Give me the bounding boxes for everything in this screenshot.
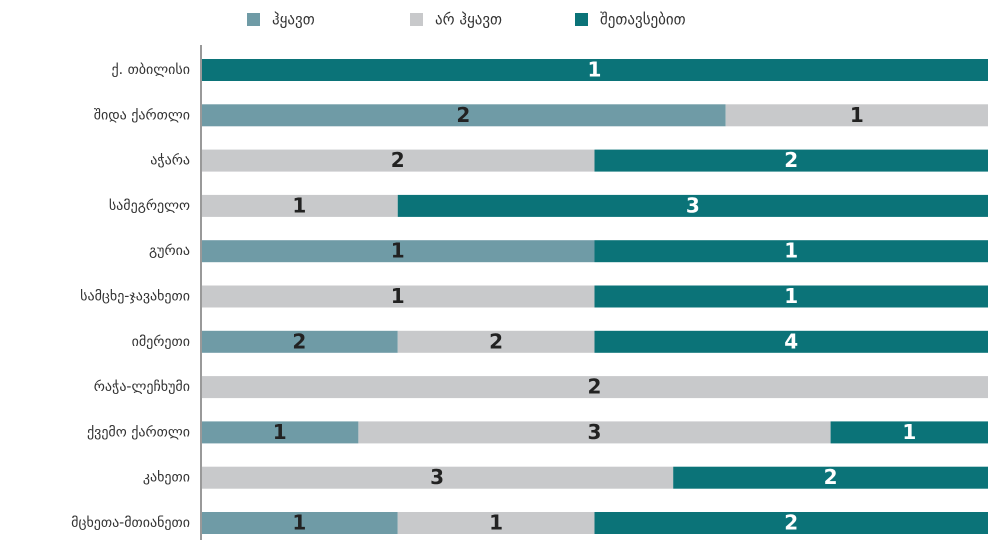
category-label: რაჭა-ლეჩხუმი bbox=[94, 378, 190, 395]
value-label: 1 bbox=[273, 420, 287, 444]
value-label: 1 bbox=[850, 103, 864, 127]
value-label: 2 bbox=[824, 465, 838, 489]
category-label: სამცხე-ჯავახეთი bbox=[80, 289, 190, 305]
value-label: 3 bbox=[430, 465, 444, 489]
bar-segment bbox=[201, 376, 988, 399]
value-label: 1 bbox=[489, 511, 503, 535]
category-label: სამეგრელო bbox=[109, 197, 190, 214]
value-label: 1 bbox=[784, 284, 798, 308]
bar-segment bbox=[725, 104, 988, 127]
legend-label: არ ჰყავთ bbox=[435, 11, 502, 29]
bar-segment bbox=[673, 466, 988, 489]
legend-swatch bbox=[410, 13, 423, 26]
value-label: 1 bbox=[784, 239, 798, 263]
legend-swatch bbox=[575, 13, 588, 26]
legend-swatch bbox=[247, 13, 260, 26]
category-label: ქვემო ქართლი bbox=[87, 423, 190, 440]
legend-label: შეთავსებით bbox=[600, 11, 686, 29]
value-label: 2 bbox=[784, 511, 798, 535]
bar-segment bbox=[594, 285, 988, 308]
bar-segment bbox=[201, 194, 398, 217]
category-label: აჭარა bbox=[150, 152, 190, 169]
bar-segment bbox=[594, 149, 988, 172]
category-label: ქ. თბილისი bbox=[112, 62, 191, 78]
category-label: შიდა ქართლი bbox=[94, 106, 190, 123]
legend-label: ჰყავთ bbox=[272, 11, 315, 29]
bar-segment bbox=[201, 104, 726, 127]
bar-segment bbox=[201, 421, 359, 444]
bar-segment bbox=[397, 512, 595, 534]
value-label: 1 bbox=[391, 239, 405, 263]
bar-segment bbox=[201, 512, 398, 534]
bar-segment bbox=[594, 330, 988, 353]
bar-segment bbox=[201, 285, 595, 308]
bar-segment bbox=[397, 194, 988, 217]
bar-segment bbox=[397, 330, 595, 353]
category-label: იმერეთი bbox=[132, 333, 190, 350]
bar-segment bbox=[594, 512, 988, 534]
value-label: 3 bbox=[686, 193, 700, 217]
value-label: 1 bbox=[292, 511, 306, 535]
value-label: 3 bbox=[588, 420, 602, 444]
bar-segment bbox=[358, 421, 831, 444]
value-label: 1 bbox=[391, 284, 405, 308]
bar-segment bbox=[830, 421, 988, 444]
value-label: 2 bbox=[391, 148, 405, 172]
value-label: 1 bbox=[902, 420, 916, 444]
bar-segment bbox=[594, 240, 988, 263]
bar-segment bbox=[201, 240, 595, 263]
value-label: 2 bbox=[784, 148, 798, 172]
bar-segment bbox=[201, 466, 674, 489]
bar-segment bbox=[201, 330, 398, 353]
bar-segment bbox=[201, 59, 988, 81]
bar-segment bbox=[201, 149, 595, 172]
value-label: 2 bbox=[588, 375, 602, 399]
value-label: 2 bbox=[489, 329, 503, 353]
value-label: 4 bbox=[784, 329, 798, 353]
value-label: 1 bbox=[292, 193, 306, 217]
value-label: 1 bbox=[588, 58, 602, 82]
value-label: 2 bbox=[292, 329, 306, 353]
category-label: კახეთი bbox=[143, 470, 190, 486]
category-label: მცხეთა-მთიანეთი bbox=[71, 515, 190, 531]
value-label: 2 bbox=[456, 103, 470, 127]
category-label: გურია bbox=[149, 242, 190, 259]
